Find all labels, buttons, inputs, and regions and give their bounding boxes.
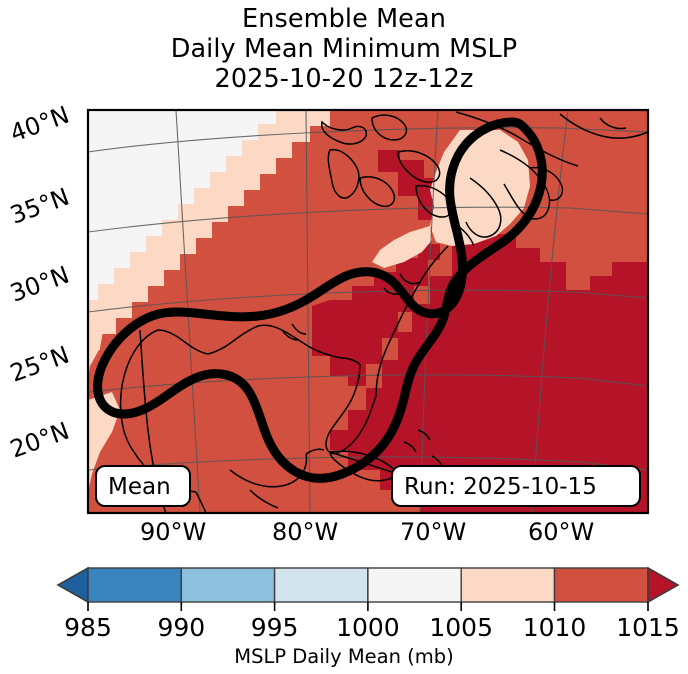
colorbar-band-1005-1010 xyxy=(460,567,556,603)
band-light-southwest xyxy=(88,326,120,492)
lat-label-40n: 40°N xyxy=(6,101,72,148)
band-1000-1005 xyxy=(88,110,276,300)
annotation-run: Run: 2025-10-15 xyxy=(391,465,641,507)
lat-label-30n: 30°N xyxy=(6,261,72,308)
colorbar-tick-995: 995 xyxy=(251,613,299,642)
annotation-mean: Mean xyxy=(95,465,191,507)
lat-label-35n: 35°N xyxy=(6,183,72,230)
annotation-mean-box xyxy=(95,465,191,507)
colorbar-band-985-990 xyxy=(87,567,183,603)
title-line-2: Daily Mean Minimum MSLP xyxy=(170,34,518,65)
colorbar-tick-1015: 1015 xyxy=(616,613,680,642)
colorbar-tick-1005: 1005 xyxy=(429,613,493,642)
colorbar-ticks xyxy=(87,602,649,611)
colorbar-band-1010-1015 xyxy=(553,567,649,603)
band-over-1015 xyxy=(312,150,648,513)
colorbar-tick-1010: 1010 xyxy=(523,613,587,642)
lon-label-80w: 80°W xyxy=(272,518,338,546)
lon-tick-labels: 90°W 80°W 70°W 60°W xyxy=(140,518,594,546)
colorbar-tick-990: 990 xyxy=(157,613,205,642)
lat-label-25n: 25°N xyxy=(6,341,72,388)
annotation-run-box xyxy=(391,465,641,507)
colorbar-tick-1000: 1000 xyxy=(336,613,400,642)
lon-label-60w: 60°W xyxy=(528,518,594,546)
colorbar-band-1000-1005 xyxy=(367,567,462,603)
colorbar-under-arrow xyxy=(56,566,89,604)
colorbar-axis-title: MSLP Daily Mean (mb) xyxy=(234,645,453,668)
map-svg: 40°N 35°N 30°N 25°N 20°N 90°W 80°W 70°W … xyxy=(6,101,650,546)
title-line-1: Ensemble Mean xyxy=(242,4,446,34)
colorbar-band-990-995 xyxy=(180,567,276,603)
lon-label-70w: 70°W xyxy=(400,518,466,546)
colorbar-over-arrow xyxy=(647,566,680,604)
colorbar-tick-labels: 985 990 995 1000 1005 1010 1015 xyxy=(64,613,680,642)
figure-title: Ensemble Mean Daily Mean Minimum MSLP 20… xyxy=(0,4,688,94)
mslp-contour xyxy=(93,117,547,483)
annotation-mean-text: Mean xyxy=(108,474,171,500)
annotation-run-text: Run: 2025-10-15 xyxy=(404,474,597,500)
colorbar-tick-985: 985 xyxy=(64,613,112,642)
map-panel: 40°N 35°N 30°N 25°N 20°N 90°W 80°W 70°W … xyxy=(6,101,650,546)
band-1010-1015-wedge xyxy=(88,110,352,412)
map-content xyxy=(88,110,648,513)
title-line-3: 2025-10-20 12z-12z xyxy=(214,64,474,95)
map-frame xyxy=(86,108,650,515)
lat-label-20n: 20°N xyxy=(6,417,72,464)
lat-tick-labels: 40°N 35°N 30°N 25°N 20°N xyxy=(6,101,72,464)
lon-label-90w: 90°W xyxy=(140,518,206,546)
colorbar-band-995-1000 xyxy=(273,567,369,603)
